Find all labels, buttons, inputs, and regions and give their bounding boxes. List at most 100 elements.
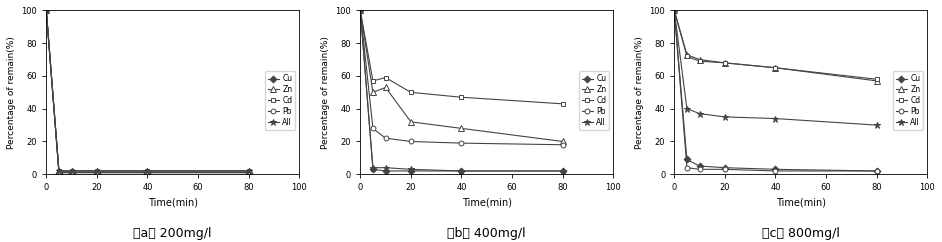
Cd <box>669 9 680 12</box>
Line: Cu: Cu <box>672 8 879 174</box>
Cu <box>405 169 416 172</box>
Zn <box>367 91 379 94</box>
Cu <box>91 171 103 174</box>
Zn <box>54 169 65 172</box>
Cu <box>354 9 365 12</box>
Zn <box>142 169 154 172</box>
All <box>243 169 254 172</box>
Cd <box>54 169 65 172</box>
Cd <box>367 79 379 82</box>
Line: Zn: Zn <box>43 8 252 174</box>
Cd <box>354 9 365 12</box>
All <box>681 107 692 110</box>
Line: Zn: Zn <box>358 8 565 144</box>
Line: Zn: Zn <box>672 8 880 84</box>
Pb <box>681 166 692 169</box>
Cd <box>694 60 706 63</box>
Zn <box>354 9 365 12</box>
Cd <box>41 9 52 12</box>
Zn <box>694 58 706 61</box>
Zn <box>770 66 781 69</box>
Zn <box>91 169 103 172</box>
Cu <box>380 169 391 172</box>
Text: （c） 800mg/l: （c） 800mg/l <box>762 227 839 240</box>
Pb <box>557 143 568 146</box>
X-axis label: Time(min): Time(min) <box>462 198 512 208</box>
Cd <box>681 55 692 58</box>
Cu <box>669 9 680 12</box>
Line: All: All <box>357 7 566 174</box>
Legend: Cu, Zn, Cd, Pb, All: Cu, Zn, Cd, Pb, All <box>265 71 296 130</box>
Line: Pb: Pb <box>672 8 879 174</box>
Cu <box>367 168 379 171</box>
Pb <box>91 171 103 174</box>
Line: All: All <box>42 7 252 174</box>
Cu <box>719 166 730 169</box>
Zn <box>405 120 416 123</box>
Cd <box>871 78 883 81</box>
Zn <box>456 127 467 130</box>
Zn <box>669 9 680 12</box>
Line: All: All <box>671 7 880 129</box>
Line: Cd: Cd <box>672 8 879 82</box>
Line: Pb: Pb <box>44 8 251 175</box>
Pb <box>243 171 254 174</box>
Cd <box>66 169 77 172</box>
Pb <box>367 127 379 130</box>
Legend: Cu, Zn, Cd, Pb, All: Cu, Zn, Cd, Pb, All <box>578 71 609 130</box>
Pb <box>380 137 391 140</box>
Pb <box>41 9 52 12</box>
Cd <box>243 169 254 172</box>
Pb <box>719 168 730 171</box>
Cd <box>770 66 781 69</box>
Zn <box>41 9 52 12</box>
Cu <box>694 165 706 167</box>
Line: Pb: Pb <box>358 8 565 147</box>
Pb <box>54 171 65 174</box>
Y-axis label: Percentage of remain(%): Percentage of remain(%) <box>7 36 16 149</box>
Zn <box>681 53 692 56</box>
Line: Cd: Cd <box>358 8 565 106</box>
All <box>405 168 416 171</box>
Zn <box>243 169 254 172</box>
Cd <box>456 96 467 99</box>
Pb <box>405 140 416 143</box>
Cd <box>91 169 103 172</box>
Cu <box>871 169 883 172</box>
Cu <box>557 169 568 172</box>
All <box>557 169 568 172</box>
All <box>871 124 883 127</box>
All <box>66 169 77 172</box>
Cd <box>557 102 568 105</box>
Pb <box>669 9 680 12</box>
All <box>770 117 781 120</box>
Cu <box>142 171 154 174</box>
X-axis label: Time(min): Time(min) <box>775 198 826 208</box>
Pb <box>354 9 365 12</box>
All <box>54 169 65 172</box>
Cu <box>681 158 692 161</box>
Pb <box>871 169 883 172</box>
Cu <box>243 171 254 174</box>
All <box>719 115 730 118</box>
Cd <box>719 61 730 64</box>
Zn <box>719 61 730 64</box>
Y-axis label: Percentage of remain(%): Percentage of remain(%) <box>321 36 330 149</box>
All <box>91 169 103 172</box>
Cd <box>142 169 154 172</box>
Pb <box>456 142 467 144</box>
Cd <box>405 91 416 94</box>
X-axis label: Time(min): Time(min) <box>148 198 198 208</box>
Zn <box>66 169 77 172</box>
Line: Cu: Cu <box>44 8 251 175</box>
Line: Cd: Cd <box>44 8 251 174</box>
Cu <box>66 171 77 174</box>
Cu <box>770 168 781 171</box>
Cu <box>456 169 467 172</box>
Zn <box>871 79 883 82</box>
All <box>694 112 706 115</box>
All <box>142 169 154 172</box>
Cd <box>380 76 391 79</box>
Text: （a） 200mg/l: （a） 200mg/l <box>134 227 212 240</box>
Text: （b） 400mg/l: （b） 400mg/l <box>447 227 526 240</box>
